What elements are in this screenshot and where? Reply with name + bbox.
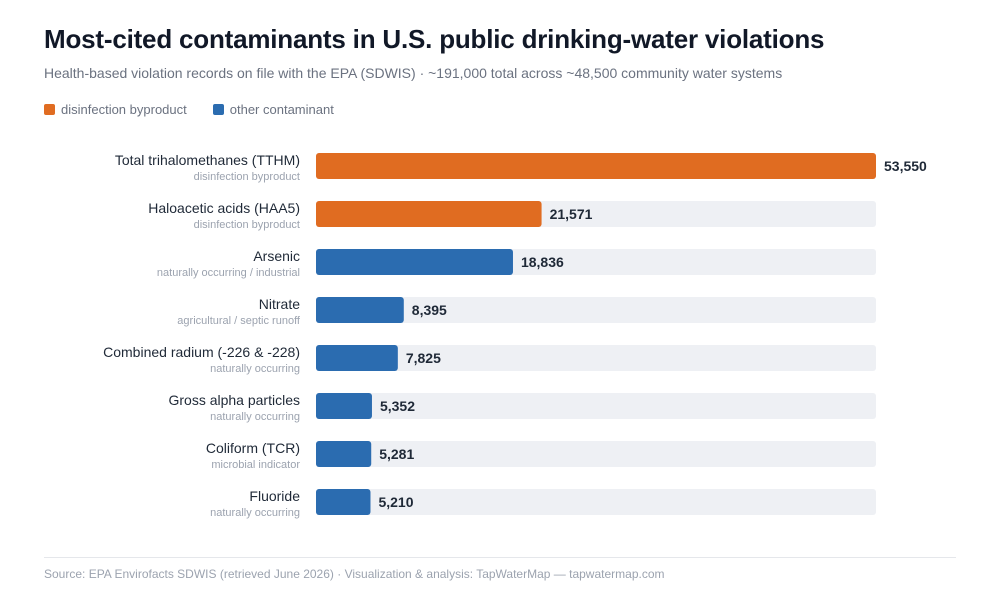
legend-label: disinfection byproduct [61,102,187,117]
data-label: 8,395 [412,302,447,318]
legend-swatch-disinfection-byproduct [44,104,55,115]
category-sublabel: naturally occurring [210,411,300,423]
category-sublabel: disinfection byproduct [194,171,300,183]
category-label: Coliform (TCR) [206,440,300,456]
category-label: Haloacetic acids (HAA5) [148,200,300,216]
data-label: 5,281 [379,446,414,462]
legend: disinfection byproduct other contaminant [44,102,334,117]
footer-divider [44,557,956,558]
category-sublabel: naturally occurring [210,507,300,519]
bar [316,345,398,371]
bar-track [316,393,876,419]
category-label: Nitrate [259,296,300,312]
category-label: Combined radium (-226 & -228) [103,344,300,360]
category-sublabel: naturally occurring / industrial [157,267,300,279]
source-note: Source: EPA Envirofacts SDWIS (retrieved… [44,567,665,581]
category-label: Gross alpha particles [168,392,300,408]
bar [316,249,513,275]
bar-chart: Total trihalomethanes (TTHM) disinfection… [103,152,927,519]
data-label: 21,571 [550,206,593,222]
bar-track [316,441,876,467]
chart-title: Most-cited contaminants in U.S. public d… [44,24,825,54]
legend-swatch-other-contaminant [212,104,224,115]
bar-track [316,297,876,323]
chart-subtitle: Health-based violation records on file w… [44,65,783,81]
bar [316,393,372,419]
bar [316,201,542,227]
category-sublabel: agricultural / septic runoff [177,315,301,327]
data-label: 5,352 [380,398,415,414]
bar-track [316,345,876,371]
data-label: 53,550 [884,158,927,174]
category-label: Total trihalomethanes (TTHM) [115,152,300,168]
bar [316,441,372,467]
category-label: Fluoride [249,488,300,504]
data-label: 5,210 [378,494,413,510]
bar [316,153,876,179]
legend-item-disinfection-byproduct: disinfection byproduct [44,102,187,117]
bar [316,489,371,515]
data-label: 18,836 [521,254,564,270]
data-label: 7,825 [406,350,441,366]
bar-track [316,489,876,515]
legend-label: other contaminant [229,102,334,117]
category-sublabel: microbial indicator [211,459,300,471]
bar [316,297,404,323]
legend-item-other-contaminant: other contaminant [212,102,334,117]
category-sublabel: disinfection byproduct [194,219,300,231]
category-sublabel: naturally occurring [210,363,300,375]
category-label: Arsenic [253,248,300,264]
